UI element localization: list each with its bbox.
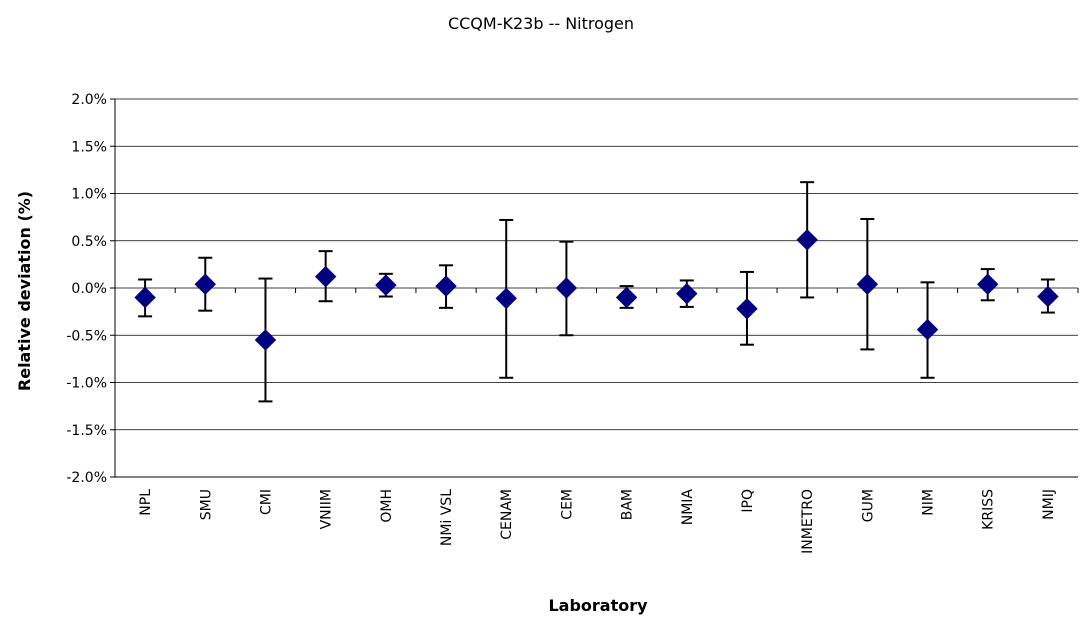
x-axis-label: Laboratory xyxy=(548,596,648,615)
data-point xyxy=(555,277,578,299)
x-tick-label: NIM xyxy=(921,489,937,516)
data-point xyxy=(796,229,818,251)
x-tick-label: SMU xyxy=(198,489,214,520)
y-tick-label: 1.5% xyxy=(71,139,107,155)
x-tick-label: IPQ xyxy=(740,489,756,513)
y-tick-label: -2.0% xyxy=(66,470,107,486)
data-point xyxy=(916,318,939,341)
data-point xyxy=(134,286,156,309)
x-tick-label: BAM xyxy=(620,489,636,520)
y-tick-labels: 2.0% 1.5% 1.0% 0.5% 0.0% -0.5% -1.0% -1.5% -2.0% xyxy=(66,92,107,486)
data-point xyxy=(1037,285,1059,308)
data-point xyxy=(736,298,758,320)
data-point xyxy=(375,274,397,296)
data-point xyxy=(615,286,638,309)
x-tick-label: KRISS xyxy=(981,489,997,530)
y-tick-label: -1.5% xyxy=(66,423,107,439)
chart-title: CCQM-K23b -- Nitrogen xyxy=(447,14,635,33)
x-tick-label: NMi VSL xyxy=(439,489,455,546)
data-point xyxy=(977,273,999,295)
data-point xyxy=(495,287,517,310)
data-point xyxy=(435,275,457,297)
data-point xyxy=(856,273,879,295)
data-point xyxy=(254,329,277,351)
y-tick-label: 0.5% xyxy=(71,234,107,250)
x-tick-label: OMH xyxy=(379,489,395,523)
x-tick-label: CEM xyxy=(559,489,575,520)
x-tick-label: INMETRO xyxy=(800,489,816,554)
y-tick-label: -0.5% xyxy=(66,328,107,344)
y-tick-label: -1.0% xyxy=(66,376,107,392)
y-tick-label: 2.0% xyxy=(71,92,107,108)
data-points xyxy=(134,229,1059,351)
axes xyxy=(110,98,1079,478)
x-tick-labels: NPL SMU CMI VNIIM OMH NMi VSL CENAM CEM BAM NMIA I… xyxy=(138,489,1057,554)
x-tick-label: CMI xyxy=(258,489,274,515)
x-tick-label: CENAM xyxy=(499,489,515,540)
y-tick-label: 0.0% xyxy=(71,281,107,297)
data-point xyxy=(676,282,698,305)
y-tick-label: 1.0% xyxy=(71,187,107,203)
x-tick-label: NMIJ xyxy=(1041,489,1057,520)
x-tick-label: VNIIM xyxy=(319,489,335,529)
x-tick-label: NMIA xyxy=(680,489,696,526)
y-axis-label: Relative deviation (%) xyxy=(15,191,34,391)
x-tick-label: GUM xyxy=(860,489,876,522)
x-tick-label: NPL xyxy=(138,489,154,516)
gridlines xyxy=(115,98,1078,431)
data-point xyxy=(314,265,337,288)
data-point xyxy=(194,273,216,295)
